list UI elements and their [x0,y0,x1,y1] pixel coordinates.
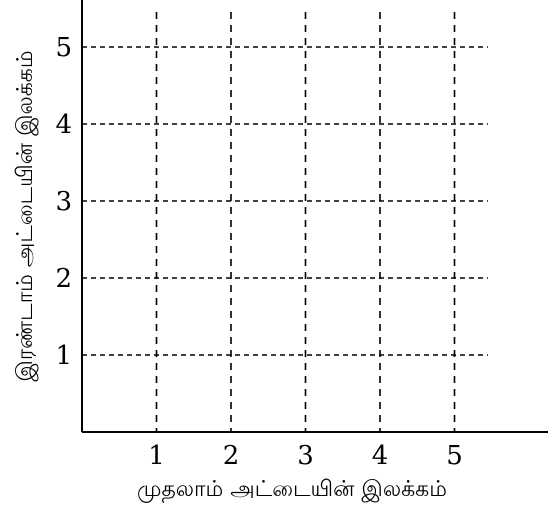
x-tick-label-4: 4 [372,441,389,471]
y-tick-label-5: 5 [55,33,72,63]
y-axis-title: இரண்டாம் அட்டையின் இலக்கம் [13,50,38,381]
x-tick-label-1: 1 [148,441,165,471]
grid-lines [82,12,488,432]
x-tick-labels: 1 2 3 4 5 [148,441,463,471]
y-tick-label-1: 1 [55,341,72,371]
x-tick-label-5: 5 [446,441,463,471]
y-tick-label-4: 4 [55,110,72,140]
x-tick-label-2: 2 [223,441,240,471]
axes [81,0,548,433]
y-tick-label-3: 3 [55,187,72,217]
y-tick-label-2: 2 [55,264,72,294]
x-tick-label-3: 3 [297,441,314,471]
y-tick-labels: 1 2 3 4 5 [55,33,72,371]
x-axis-title: முதலாம் அட்டையின் இலக்கம் [137,477,447,503]
